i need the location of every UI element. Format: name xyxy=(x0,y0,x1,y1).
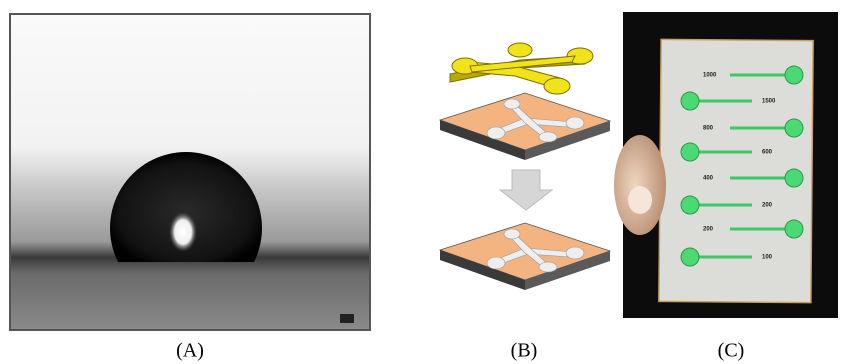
reservoir xyxy=(681,92,699,110)
caption: (C) xyxy=(718,340,745,362)
panel-b xyxy=(440,43,610,290)
panel-a xyxy=(10,14,370,330)
channel-label: 1000 xyxy=(703,73,717,79)
channel-label: 400 xyxy=(703,176,714,182)
panel-c: 1000 1500 800 600 400 200 200 100 xyxy=(614,12,838,318)
reservoir xyxy=(785,66,803,84)
channel-label: 200 xyxy=(762,203,773,209)
reservoir xyxy=(785,220,803,238)
reservoir xyxy=(681,248,699,266)
reservoir xyxy=(785,119,803,137)
channel-label: 1500 xyxy=(762,99,776,105)
channel-label: 600 xyxy=(762,150,773,156)
reservoir xyxy=(785,169,803,187)
reservoir xyxy=(681,143,699,161)
reservoir xyxy=(681,196,699,214)
figure: 1000 1500 800 600 400 200 200 100 (A) (B) (C) xyxy=(0,0,844,364)
caption: (A) xyxy=(176,340,204,362)
channel-label: 800 xyxy=(703,126,714,132)
channel-label: 100 xyxy=(762,255,773,261)
channel-label: 200 xyxy=(703,227,714,233)
caption: (B) xyxy=(511,340,538,362)
